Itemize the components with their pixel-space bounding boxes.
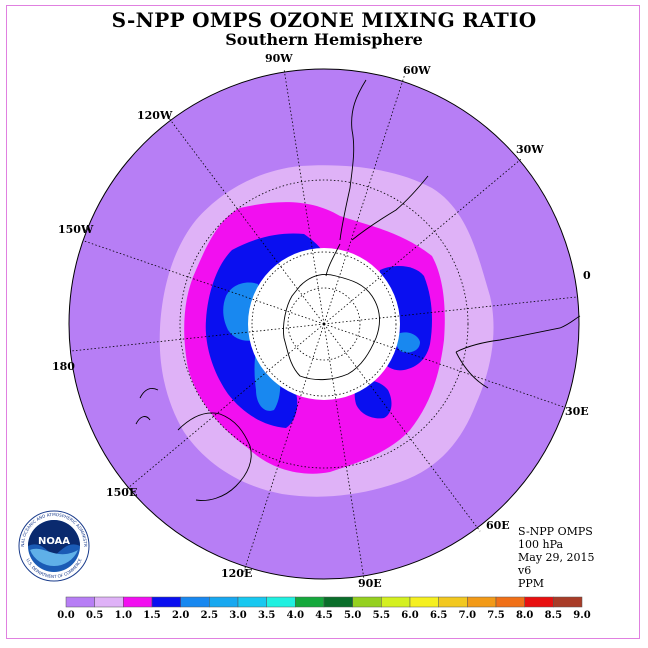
contour-band-1.5 xyxy=(354,380,392,419)
lon-label-120e: 120E xyxy=(221,567,252,580)
colorbar-tick-label: 8.0 xyxy=(516,610,533,621)
colorbar-swatch xyxy=(94,596,124,608)
contour-band-2.0 xyxy=(395,332,420,353)
coastlines xyxy=(135,79,581,501)
lon-label-30e: 30E xyxy=(565,405,589,418)
map-boundary xyxy=(68,68,580,580)
colorbar-swatch xyxy=(123,596,153,608)
africa-coast xyxy=(455,315,581,389)
colorbar-tick-label: 1.5 xyxy=(143,610,160,621)
info-block: S-NPP OMPS 100 hPa May 29, 2015 v6 PPM xyxy=(518,525,595,590)
antarctica-coast xyxy=(283,274,380,381)
graticule xyxy=(70,68,578,580)
colorbar-tick-label: 4.0 xyxy=(287,610,304,621)
colorbar-tick-label: 9.0 xyxy=(573,610,590,621)
lon-label-90e: 90E xyxy=(358,577,382,590)
colorbar-tick-label: 8.5 xyxy=(545,610,562,621)
colorbar-tick-label: 4.5 xyxy=(315,610,332,621)
info-units: PPM xyxy=(518,577,545,590)
colorbar-swatch xyxy=(381,596,411,608)
colorbar-swatch xyxy=(467,596,497,608)
colorbar-tick-label: 6.0 xyxy=(401,610,418,621)
new-zealand-coast xyxy=(135,387,159,425)
noaa-logo: NOAA NATIONAL OCEANIC AND ATMOSPHERIC AD… xyxy=(18,510,90,582)
colorbar-swatch xyxy=(266,596,296,608)
colorbar: 0.0 0.5 1.0 1.5 2.0 2.5 3.0 3.5 4.0 4.5 5.0 5.5 6.0 6… xyxy=(57,596,591,621)
lon-label-0: 0 xyxy=(583,269,591,282)
colorbar-tick-label: 3.0 xyxy=(229,610,246,621)
colorbar-swatch xyxy=(209,596,239,608)
figure-frame xyxy=(6,5,640,639)
info-version: v6 xyxy=(518,564,532,577)
colorbar-swatch xyxy=(180,596,210,608)
map-subtitle: Southern Hemisphere xyxy=(225,30,423,49)
colorbar-swatch xyxy=(438,596,468,608)
colorbar-swatch xyxy=(295,596,325,608)
colorbar-swatch xyxy=(495,596,525,608)
lon-label-120w: 120W xyxy=(137,109,173,122)
colorbar-tick-label: 6.5 xyxy=(430,610,447,621)
antarctic-peninsula xyxy=(325,243,341,277)
colorbar-swatch xyxy=(409,596,439,608)
colorbar-swatch xyxy=(323,596,353,608)
colorbar-swatch xyxy=(65,596,95,608)
colorbar-tick-label: 5.0 xyxy=(344,610,361,621)
colorbar-tick-label: 0.0 xyxy=(57,610,74,621)
colorbar-tick-label: 3.5 xyxy=(258,610,275,621)
colorbar-tick-label: 0.5 xyxy=(86,610,103,621)
colorbar-swatch xyxy=(352,596,382,608)
colorbar-swatch xyxy=(237,596,267,608)
map-title: S-NPP OMPS OZONE MIXING RATIO xyxy=(111,8,537,32)
info-date: May 29, 2015 xyxy=(518,551,595,564)
australia-coast xyxy=(177,412,252,501)
colorbar-tick-label: 2.0 xyxy=(172,610,189,621)
lon-label-60e: 60E xyxy=(486,519,510,532)
lon-label-180: 180 xyxy=(52,360,75,373)
colorbar-tick-label: 7.5 xyxy=(487,610,504,621)
colorbar-tick-label: 1.0 xyxy=(115,610,132,621)
south-america-coast xyxy=(339,79,429,241)
contour-band-1.5 xyxy=(205,233,324,428)
colorbar-tick-label: 7.0 xyxy=(459,610,476,621)
lon-label-30w: 30W xyxy=(516,143,544,156)
lon-label-90w: 90W xyxy=(265,52,293,65)
lon-label-60w: 60W xyxy=(403,64,431,77)
info-instrument: S-NPP OMPS xyxy=(518,525,593,538)
colorbar-tick-label: 2.5 xyxy=(201,610,218,621)
lon-label-150w: 150W xyxy=(58,223,94,236)
colorbar-swatch xyxy=(151,596,181,608)
colorbar-tick-label: 5.5 xyxy=(373,610,390,621)
longitude-labels: 90W 60W 30W 0 30E 60E 90E 120E 150E 180 … xyxy=(52,52,591,590)
lon-label-150e: 150E xyxy=(106,486,137,499)
info-level: 100 hPa xyxy=(518,538,564,551)
colorbar-swatch xyxy=(553,596,583,608)
noaa-logo-text: NOAA xyxy=(38,536,70,547)
colorbar-swatch xyxy=(524,596,554,608)
